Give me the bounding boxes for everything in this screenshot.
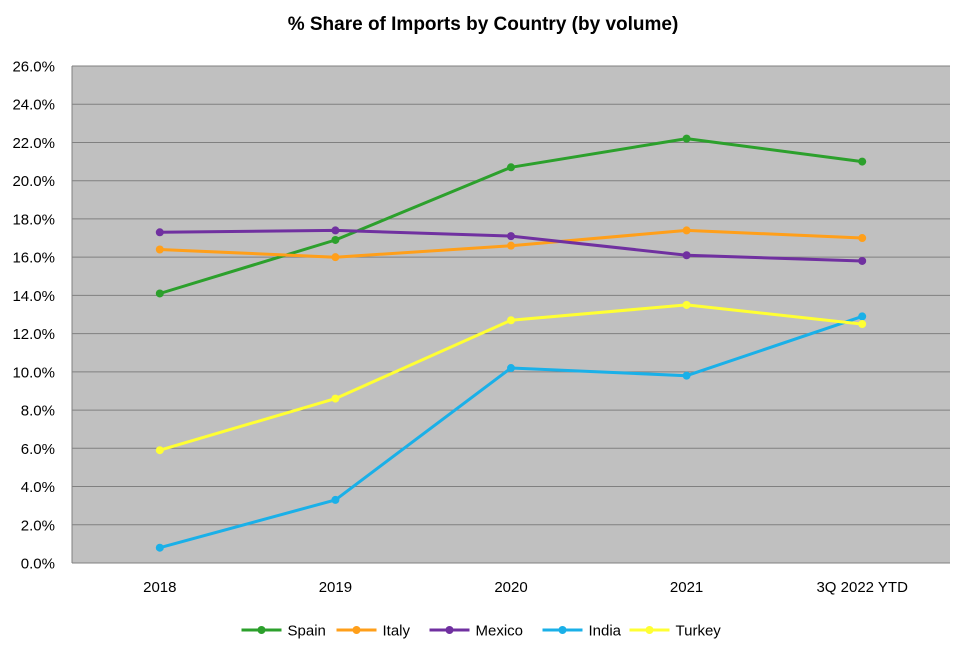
data-point-turkey [155, 446, 164, 455]
data-point-italy [858, 234, 867, 243]
y-tick-label: 20.0% [12, 173, 55, 190]
y-tick-label: 14.0% [12, 288, 55, 305]
data-point-india [507, 364, 515, 373]
y-tick-label: 4.0% [21, 479, 55, 496]
data-point-turkey [682, 300, 691, 309]
data-point-spain [682, 134, 691, 143]
data-point-italy [155, 245, 164, 254]
y-tick-label: 6.0% [21, 441, 55, 458]
y-tick-label: 10.0% [12, 364, 55, 381]
data-point-turkey [858, 320, 867, 329]
legend-item-italy: Italy [336, 623, 411, 640]
y-tick-label: 0.0% [21, 556, 55, 573]
x-tick-label: 2018 [143, 579, 176, 596]
data-point-mexico [858, 256, 867, 265]
data-point-italy [682, 226, 691, 235]
legend-item-spain: Spain [241, 623, 326, 640]
data-point-india [155, 543, 164, 552]
data-point-india [858, 312, 867, 321]
x-tick-label: 2019 [319, 579, 352, 596]
data-point-turkey [507, 316, 515, 325]
data-point-mexico [155, 228, 164, 237]
y-tick-label: 22.0% [12, 135, 55, 152]
legend-label: Mexico [476, 623, 524, 640]
data-point-mexico [682, 251, 691, 260]
data-point-india [682, 371, 691, 380]
legend-label: Italy [383, 623, 411, 640]
y-tick-label: 26.0% [12, 59, 55, 76]
y-tick-label: 18.0% [12, 211, 55, 228]
legend-swatch-marker [558, 626, 567, 634]
y-tick-label: 2.0% [21, 517, 55, 534]
x-tick-label: 2020 [494, 579, 527, 596]
legend-item-mexico: Mexico [429, 623, 524, 640]
legend-item-turkey: Turkey [629, 623, 722, 640]
data-point-spain [331, 235, 340, 244]
plot-area [72, 66, 950, 563]
y-tick-label: 16.0% [12, 250, 55, 267]
x-tick-label: 3Q 2022 YTD [816, 579, 908, 596]
legend-item-india: India [542, 623, 622, 640]
data-point-mexico [331, 226, 340, 235]
legend-swatch-marker [645, 626, 654, 634]
data-point-italy [331, 253, 340, 262]
y-tick-label: 24.0% [12, 97, 55, 114]
legend-label: India [589, 623, 622, 640]
legend-swatch-marker [352, 626, 361, 634]
data-point-spain [155, 289, 164, 298]
data-point-india [331, 495, 340, 504]
legend-label: Spain [288, 623, 326, 640]
data-point-italy [507, 241, 515, 250]
y-tick-label: 12.0% [12, 326, 55, 343]
legend-label: Turkey [676, 623, 722, 640]
data-point-spain [507, 163, 515, 172]
data-point-mexico [507, 232, 515, 241]
legend-swatch-marker [257, 626, 266, 634]
legend-swatch-marker [445, 626, 454, 634]
x-tick-label: 2021 [670, 579, 703, 596]
data-point-turkey [331, 394, 340, 403]
data-point-spain [858, 157, 867, 166]
y-tick-label: 8.0% [21, 403, 55, 420]
chart-title: % Share of Imports by Country (by volume… [287, 14, 679, 35]
